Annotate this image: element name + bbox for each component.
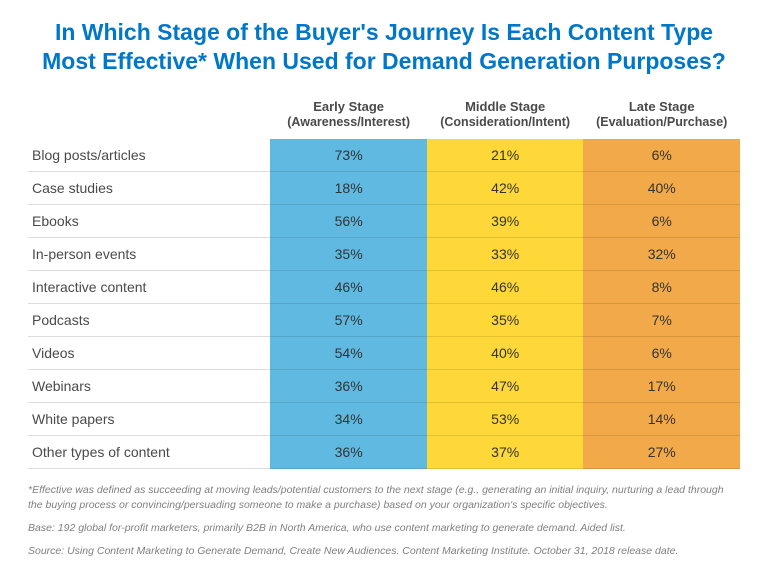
cell-late: 6% <box>583 205 740 238</box>
cell-early: 36% <box>270 436 427 469</box>
cell-middle: 40% <box>427 337 584 370</box>
content-stage-table: Early Stage (Awareness/Interest) Middle … <box>28 95 740 469</box>
row-label: In-person events <box>28 238 270 271</box>
cell-middle: 37% <box>427 436 584 469</box>
cell-early: 57% <box>270 304 427 337</box>
row-label: Videos <box>28 337 270 370</box>
column-header-middle-sublabel: (Consideration/Intent) <box>433 115 578 131</box>
column-header-late-label: Late Stage <box>629 99 695 114</box>
header-spacer <box>28 95 270 139</box>
cell-late: 6% <box>583 337 740 370</box>
column-header-early-label: Early Stage <box>313 99 384 114</box>
cell-early: 36% <box>270 370 427 403</box>
table-row: Webinars 36% 47% 17% <box>28 370 740 403</box>
row-label: Blog posts/articles <box>28 139 270 172</box>
table-row: Case studies 18% 42% 40% <box>28 172 740 205</box>
cell-middle: 39% <box>427 205 584 238</box>
table-body: Blog posts/articles 73% 21% 6% Case stud… <box>28 139 740 469</box>
table-row: In-person events 35% 33% 32% <box>28 238 740 271</box>
column-header-middle: Middle Stage (Consideration/Intent) <box>427 95 584 139</box>
cell-middle: 53% <box>427 403 584 436</box>
cell-middle: 42% <box>427 172 584 205</box>
chart-title: In Which Stage of the Buyer's Journey Is… <box>28 18 740 77</box>
cell-late: 27% <box>583 436 740 469</box>
row-label: White papers <box>28 403 270 436</box>
cell-late: 7% <box>583 304 740 337</box>
row-label: Webinars <box>28 370 270 403</box>
column-header-middle-label: Middle Stage <box>465 99 545 114</box>
table-row: White papers 34% 53% 14% <box>28 403 740 436</box>
footnote-base: Base: 192 global for-profit marketers, p… <box>28 521 740 536</box>
table-row: Podcasts 57% 35% 7% <box>28 304 740 337</box>
footnote-definition: *Effective was defined as succeeding at … <box>28 483 740 513</box>
cell-early: 46% <box>270 271 427 304</box>
table-row: Videos 54% 40% 6% <box>28 337 740 370</box>
cell-late: 40% <box>583 172 740 205</box>
table-row: Ebooks 56% 39% 6% <box>28 205 740 238</box>
column-header-early: Early Stage (Awareness/Interest) <box>270 95 427 139</box>
cell-middle: 33% <box>427 238 584 271</box>
table-row: Other types of content 36% 37% 27% <box>28 436 740 469</box>
cell-middle: 46% <box>427 271 584 304</box>
footnote-source: Source: Using Content Marketing to Gener… <box>28 544 740 559</box>
cell-early: 54% <box>270 337 427 370</box>
cell-middle: 35% <box>427 304 584 337</box>
cell-early: 18% <box>270 172 427 205</box>
row-label: Interactive content <box>28 271 270 304</box>
cell-early: 34% <box>270 403 427 436</box>
cell-early: 35% <box>270 238 427 271</box>
row-label: Ebooks <box>28 205 270 238</box>
cell-late: 6% <box>583 139 740 172</box>
row-label: Other types of content <box>28 436 270 469</box>
column-header-late-sublabel: (Evaluation/Purchase) <box>589 115 734 131</box>
cell-middle: 21% <box>427 139 584 172</box>
cell-late: 32% <box>583 238 740 271</box>
column-header-early-sublabel: (Awareness/Interest) <box>276 115 421 131</box>
footnotes: *Effective was defined as succeeding at … <box>28 483 740 560</box>
cell-late: 17% <box>583 370 740 403</box>
cell-early: 56% <box>270 205 427 238</box>
row-label: Podcasts <box>28 304 270 337</box>
table-row: Interactive content 46% 46% 8% <box>28 271 740 304</box>
cell-late: 14% <box>583 403 740 436</box>
row-label: Case studies <box>28 172 270 205</box>
cell-early: 73% <box>270 139 427 172</box>
column-header-late: Late Stage (Evaluation/Purchase) <box>583 95 740 139</box>
cell-middle: 47% <box>427 370 584 403</box>
cell-late: 8% <box>583 271 740 304</box>
table-row: Blog posts/articles 73% 21% 6% <box>28 139 740 172</box>
